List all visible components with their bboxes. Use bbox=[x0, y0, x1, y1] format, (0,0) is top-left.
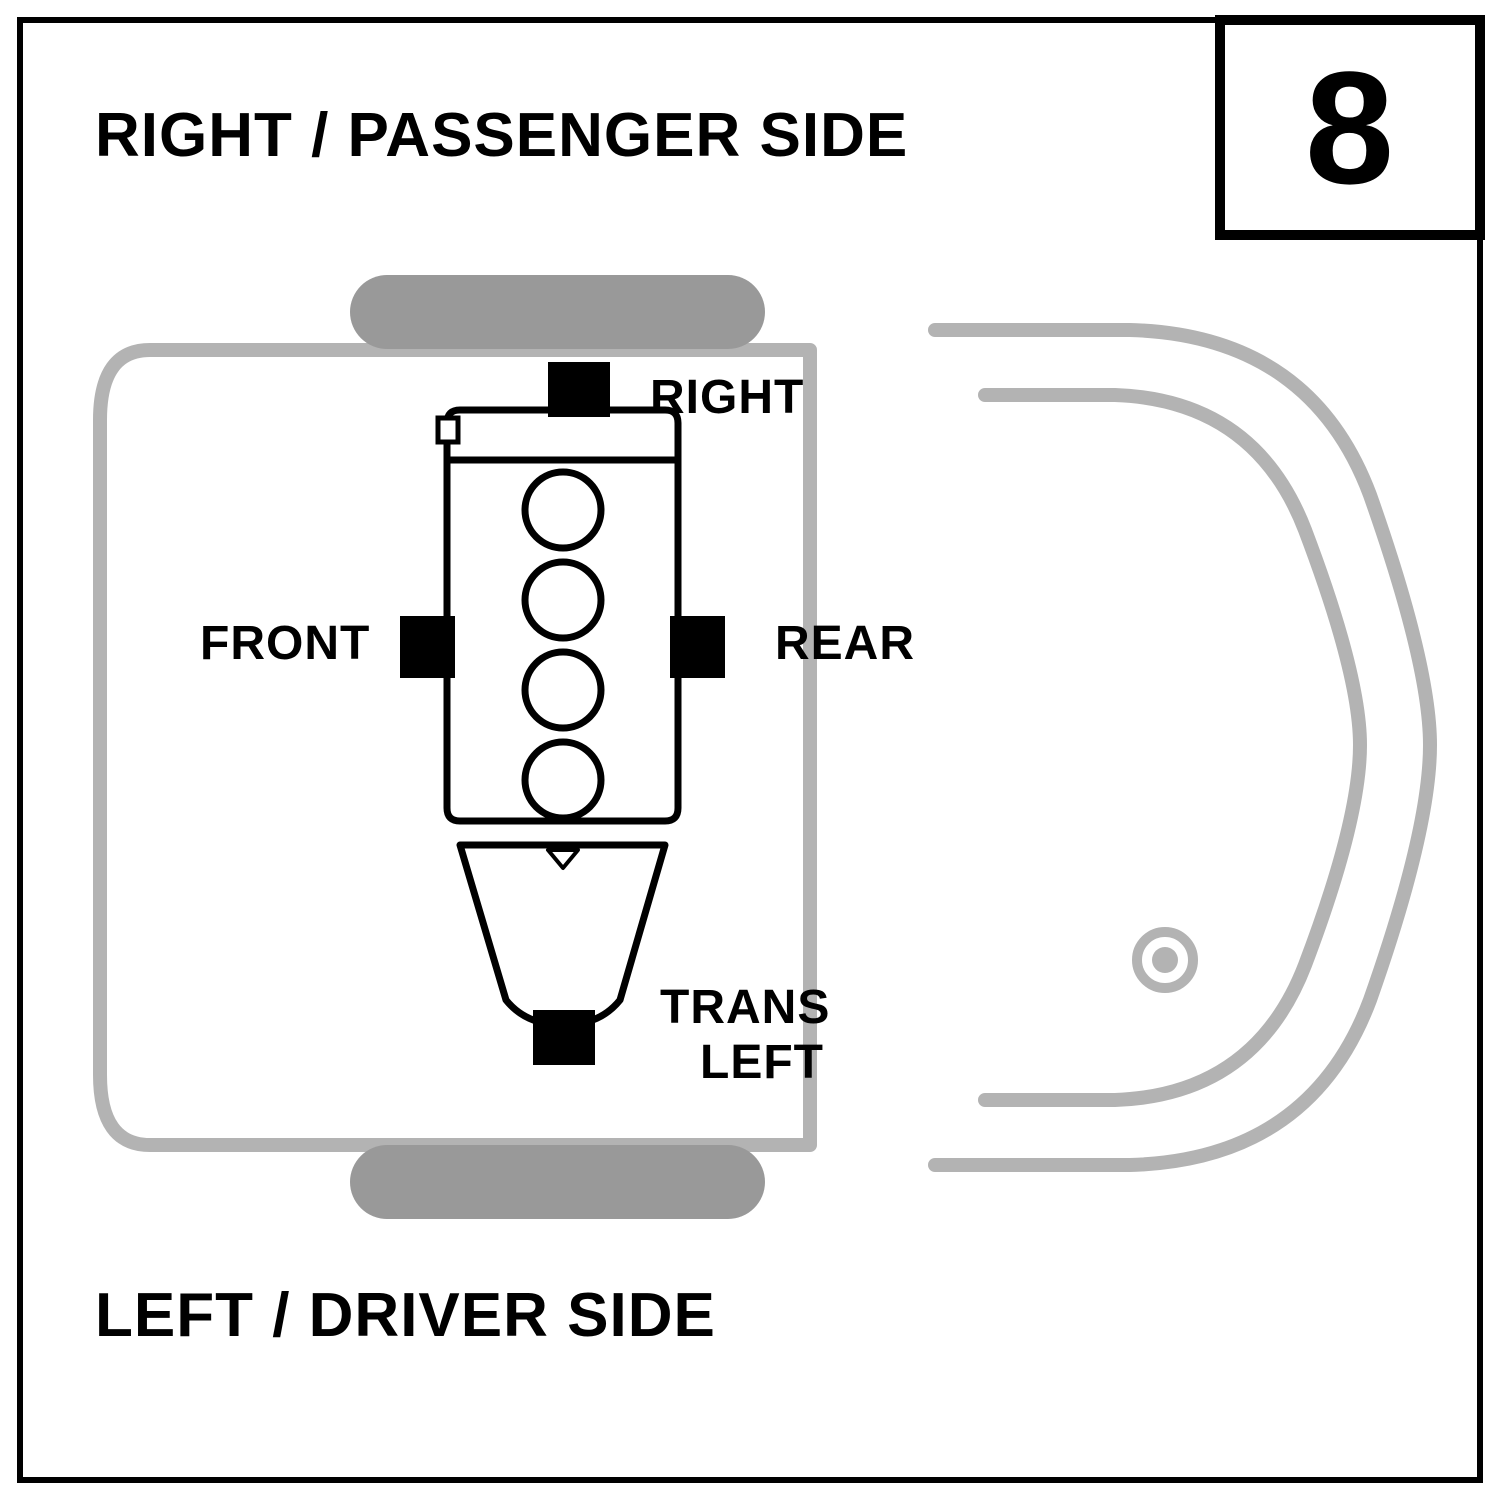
cylinder-3 bbox=[525, 652, 601, 728]
rear-mount bbox=[670, 616, 725, 678]
label-top-side: RIGHT / PASSENGER SIDE bbox=[95, 100, 908, 171]
engine-cap bbox=[438, 418, 458, 442]
car-cabin-inner bbox=[985, 395, 1360, 1100]
diagram-canvas: RIGHT / PASSENGER SIDE LEFT / DRIVER SID… bbox=[0, 0, 1500, 1500]
label-trans: TRANS bbox=[660, 980, 830, 1035]
label-rear: REAR bbox=[775, 616, 915, 671]
fuel-cap-inner bbox=[1152, 947, 1178, 973]
page-number: 8 bbox=[1220, 20, 1480, 235]
label-front: FRONT bbox=[200, 616, 370, 671]
front-mount bbox=[400, 616, 455, 678]
label-left: LEFT bbox=[700, 1035, 824, 1090]
label-bottom-side: LEFT / DRIVER SIDE bbox=[95, 1280, 716, 1351]
label-right: RIGHT bbox=[650, 370, 804, 425]
cylinder-4 bbox=[525, 742, 601, 818]
wheel-top bbox=[350, 275, 765, 349]
transmission bbox=[460, 845, 665, 1025]
right-mount bbox=[548, 362, 610, 417]
wheel-bottom bbox=[350, 1145, 765, 1219]
cylinder-2 bbox=[525, 562, 601, 638]
cylinder-1 bbox=[525, 472, 601, 548]
trans-mount bbox=[533, 1010, 595, 1065]
